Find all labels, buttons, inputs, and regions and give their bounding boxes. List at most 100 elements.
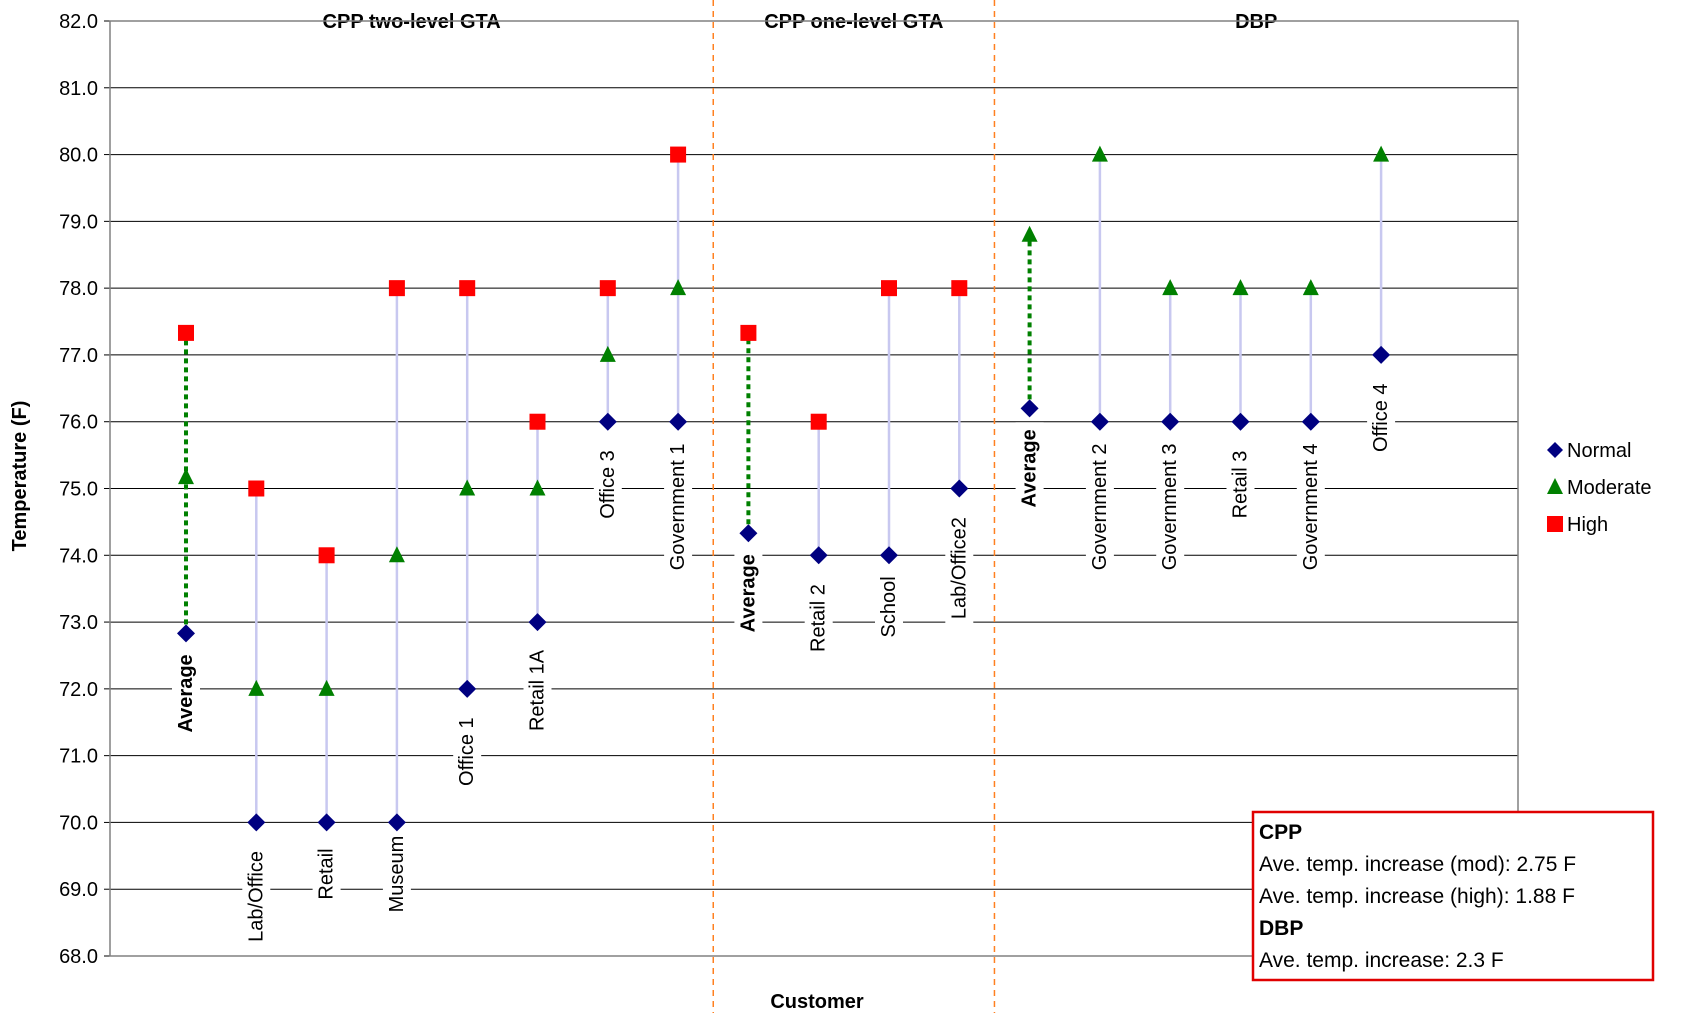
- annotation-box: CPP Ave. temp. increase (mod): 2.75 F Ave.…: [1251, 810, 1655, 982]
- normal-marker: [387, 813, 406, 832]
- y-tick-label: 78.0: [59, 278, 98, 300]
- x-axis-title: Customer: [770, 991, 864, 1013]
- normal-marker: [1020, 399, 1039, 418]
- customer-label: Lab/Office2: [948, 517, 970, 619]
- moderate-marker: [529, 479, 546, 496]
- normal-marker: [950, 479, 969, 498]
- annotation-line: Ave. temp. increase (mod): 2.75 F: [1259, 853, 1576, 876]
- high-marker: [599, 280, 616, 297]
- y-tick-label: 81.0: [59, 78, 98, 100]
- customer-label: Government 4: [1300, 444, 1322, 571]
- customer-label-bg: [312, 836, 341, 912]
- legend-label: Moderate: [1567, 477, 1652, 499]
- customer-label-bg: [734, 547, 763, 640]
- customer-label-bg: [382, 836, 411, 912]
- moderate-marker: [1373, 145, 1390, 162]
- legend-moderate-icon: [1547, 478, 1563, 494]
- annotation-heading: CPP: [1259, 821, 1302, 844]
- customer-label-bg: [172, 647, 200, 740]
- customer-label-bg: [875, 569, 903, 645]
- group-header-label: CPP one-level GTA: [764, 11, 943, 33]
- moderate-marker: [1162, 279, 1179, 296]
- moderate-marker: [1232, 279, 1249, 296]
- connector-layer: [184, 154, 1383, 823]
- normal-marker: [1372, 345, 1391, 364]
- customer-label: Office 1: [456, 717, 478, 786]
- customer-label-bg: [593, 435, 622, 534]
- customer-label-bg: [453, 702, 482, 801]
- moderate-marker: [248, 679, 265, 696]
- customer-label: Retail 3: [1230, 451, 1252, 519]
- legend-label: Normal: [1567, 440, 1631, 462]
- high-marker: [810, 413, 827, 430]
- group-headers: CPP two-level GTA CPP one-level GTA DBP: [297, 7, 1287, 35]
- y-axis-title: Temperature (F): [9, 401, 31, 552]
- marker-layer: [177, 145, 1391, 832]
- high-marker: [951, 280, 968, 297]
- customer-label: Government 2: [1089, 444, 1111, 571]
- high-marker: [529, 413, 546, 430]
- normal-marker: [669, 412, 688, 431]
- high-marker: [670, 146, 687, 163]
- legend: Normal Moderate High: [1540, 428, 1688, 546]
- customer-label: Office 3: [597, 450, 619, 519]
- customer-label-bg: [804, 569, 833, 667]
- customer-label-bg: [1296, 435, 1325, 579]
- normal-marker: [598, 412, 617, 431]
- customer-label-bg: [945, 502, 974, 634]
- axis-layer: Temperature (F) Customer 68.0 69.0 70.0 71.…: [9, 11, 1519, 1013]
- high-marker: [740, 324, 757, 341]
- moderate-marker: [388, 546, 405, 563]
- y-tick-label: 71.0: [59, 746, 98, 768]
- legend-bg: [1540, 428, 1688, 546]
- moderate-marker: [670, 279, 687, 296]
- annotation-heading: DBP: [1259, 917, 1303, 940]
- normal-marker: [247, 813, 266, 832]
- customer-label: Lab/Office: [245, 851, 267, 942]
- customer-label: Government 1: [667, 444, 689, 571]
- y-tick-label: 73.0: [59, 612, 98, 634]
- customer-label-bg: [1156, 435, 1185, 579]
- normal-marker: [809, 546, 828, 565]
- customer-label: Government 3: [1159, 444, 1181, 571]
- normal-marker: [528, 613, 547, 632]
- customer-label-bg: [1367, 368, 1396, 467]
- average-label: Average: [1019, 429, 1041, 507]
- high-marker: [178, 324, 194, 341]
- normal-marker: [458, 679, 477, 698]
- moderate-marker: [1091, 145, 1108, 162]
- y-tick-label: 69.0: [59, 879, 98, 901]
- y-tick-label: 82.0: [59, 11, 98, 33]
- customer-label: Retail 1A: [527, 649, 549, 731]
- customer-label-bg: [1226, 435, 1255, 534]
- y-tick-label: 70.0: [59, 812, 98, 834]
- normal-marker: [1090, 412, 1109, 431]
- moderate-marker: [1302, 279, 1319, 296]
- high-marker: [388, 280, 405, 297]
- high-marker: [318, 547, 335, 564]
- normal-marker: [177, 624, 195, 643]
- normal-marker: [739, 524, 758, 543]
- normal-marker: [1231, 412, 1250, 431]
- annotation-line: Ave. temp. increase (high): 1.88 F: [1259, 885, 1575, 908]
- moderate-marker: [599, 345, 616, 362]
- customer-label: Office 4: [1370, 383, 1392, 452]
- high-marker: [248, 480, 265, 497]
- customer-label-bg: [664, 435, 693, 579]
- annotation-frame: [1251, 810, 1655, 982]
- plot-border: [109, 20, 1519, 957]
- average-label: Average: [737, 554, 759, 632]
- average-label: Average: [175, 654, 197, 732]
- group-header-label: CPP two-level GTA: [323, 11, 501, 33]
- customer-label: School: [878, 576, 900, 637]
- y-tick-label: 72.0: [59, 679, 98, 701]
- customer-labels: Average Lab/Office Retail Museum Office 1 Ret…: [172, 368, 1396, 957]
- y-tick-label: 68.0: [59, 946, 98, 968]
- customer-label-bg: [1015, 422, 1044, 515]
- normal-marker: [1301, 412, 1320, 431]
- customer-label-bg: [242, 836, 271, 957]
- legend-label: High: [1567, 514, 1608, 536]
- y-tick-label: 75.0: [59, 479, 98, 501]
- y-tick-label: 74.0: [59, 545, 98, 567]
